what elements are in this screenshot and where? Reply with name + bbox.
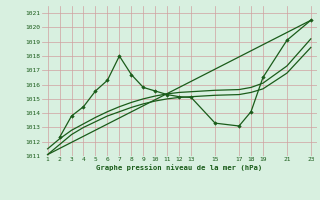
X-axis label: Graphe pression niveau de la mer (hPa): Graphe pression niveau de la mer (hPa) bbox=[96, 164, 262, 171]
